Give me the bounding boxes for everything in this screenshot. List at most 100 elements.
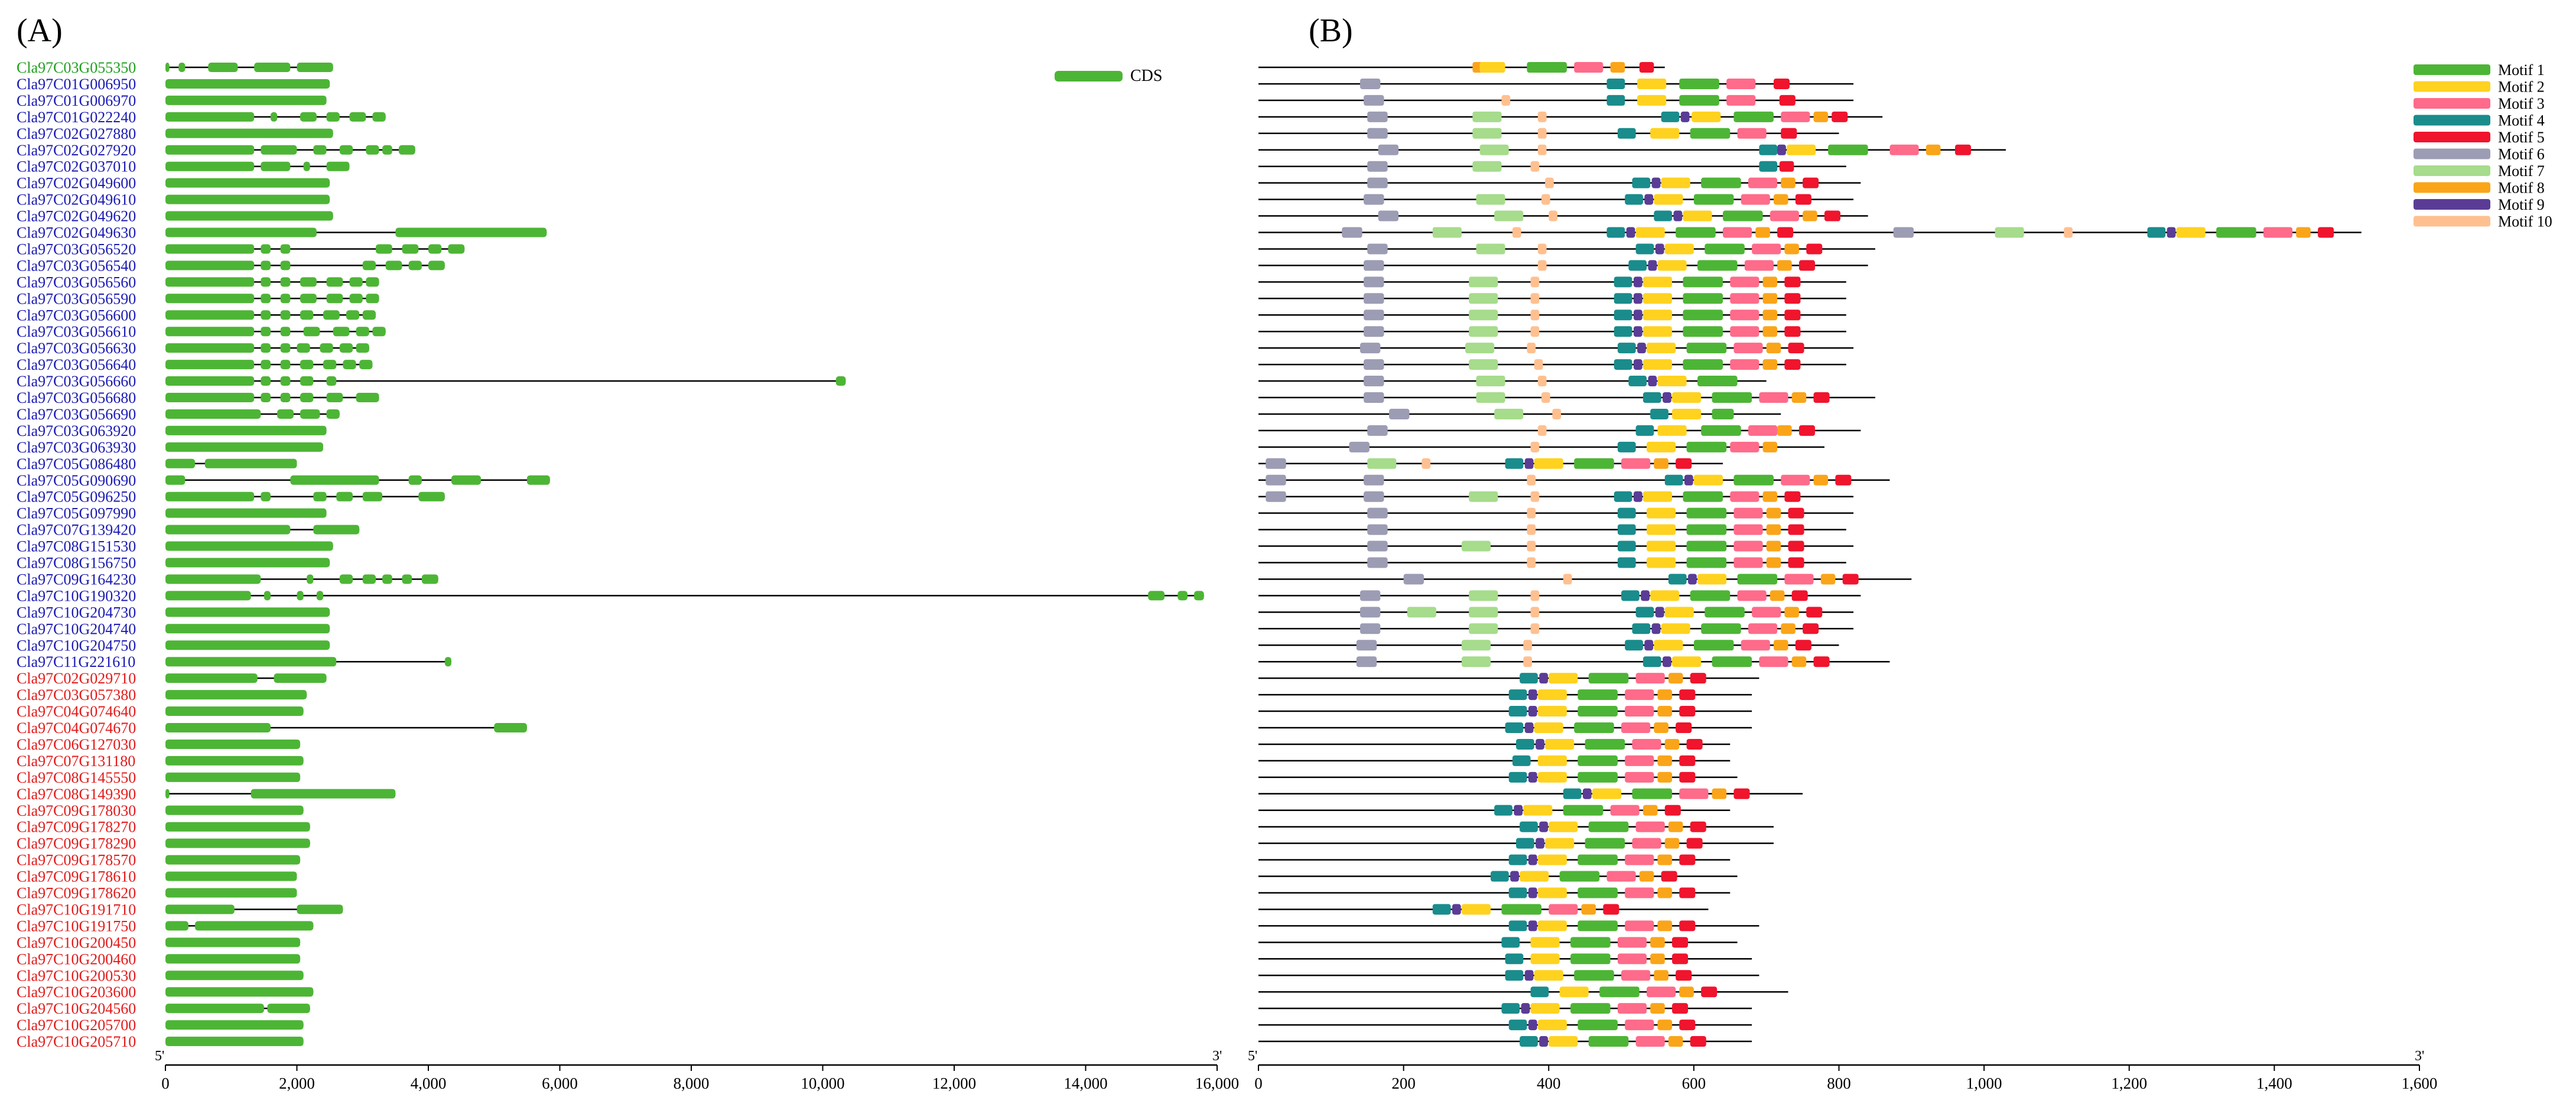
motif-2-block bbox=[1549, 1036, 1578, 1047]
motif-5-block bbox=[1690, 673, 1706, 684]
cds-segment bbox=[362, 310, 376, 320]
motif-5-block bbox=[1835, 474, 1852, 486]
cds-segment bbox=[339, 574, 353, 584]
gene-name: Cla97C10G200530 bbox=[17, 967, 136, 984]
motif-3-block bbox=[1741, 194, 1770, 205]
motif-4-block bbox=[1632, 177, 1651, 188]
motif-3-block bbox=[1635, 1036, 1665, 1047]
motif-3-block bbox=[1625, 887, 1654, 898]
gene-structure-panel: Cla97C03G055350Cla97C01G006950Cla97C01G0… bbox=[17, 59, 1239, 1092]
motif-9-block bbox=[1680, 111, 1690, 122]
motif-10-block bbox=[1537, 111, 1547, 122]
motif-10-block bbox=[1527, 524, 1536, 535]
gene-name: Cla97C07G131180 bbox=[17, 753, 135, 770]
motif-1-block bbox=[1585, 838, 1625, 849]
gene-name: Cla97C02G027880 bbox=[17, 125, 136, 142]
motif-3-block bbox=[1726, 95, 1756, 106]
cds-segment bbox=[165, 805, 304, 815]
motif-5-block bbox=[1791, 590, 1808, 601]
motif-4-block bbox=[1632, 623, 1651, 634]
cds-segment bbox=[326, 376, 337, 386]
gene-row: Cla97C10G204560 bbox=[17, 1000, 310, 1017]
gene-row: Cla97C08G145550 bbox=[17, 769, 301, 786]
motif-3-block bbox=[1781, 474, 1810, 486]
motif-10-block bbox=[1530, 590, 1540, 601]
gene-name: Cla97C04G074670 bbox=[17, 719, 136, 737]
cds-segment bbox=[261, 277, 271, 287]
motif-3-block bbox=[1781, 111, 1810, 122]
cds-segment bbox=[165, 525, 291, 535]
motif-10-block bbox=[1527, 474, 1536, 486]
motif-5-block bbox=[1813, 656, 1830, 667]
motif-8-block bbox=[1766, 524, 1781, 535]
cds-segment bbox=[1148, 591, 1165, 601]
motif-1-block bbox=[1599, 986, 1640, 998]
motif-4-block bbox=[1614, 359, 1632, 370]
motif-4-block bbox=[1642, 656, 1661, 667]
cds-segment bbox=[165, 855, 301, 865]
motif-x-tick-label: 400 bbox=[1537, 1074, 1561, 1092]
motif-2-block bbox=[1537, 920, 1567, 932]
cds-segment bbox=[165, 376, 255, 386]
motif-3-block bbox=[1744, 260, 1774, 271]
protein-row bbox=[1258, 161, 1846, 172]
motif-3-block bbox=[1748, 623, 1778, 634]
motif-5-block bbox=[1773, 78, 1790, 89]
motif-7-block bbox=[1407, 607, 1436, 618]
motif-2-block bbox=[1664, 243, 1694, 255]
motif-4-block bbox=[1606, 78, 1625, 89]
cds-segment bbox=[333, 327, 350, 337]
motif-2-block bbox=[1537, 689, 1567, 701]
motif-9-block bbox=[1633, 491, 1642, 502]
motif-5-block bbox=[1784, 293, 1801, 304]
motif-9-block bbox=[1663, 392, 1671, 403]
cds-segment bbox=[165, 624, 330, 634]
motif-legend-label: Motif 2 bbox=[2498, 79, 2545, 96]
protein-row bbox=[1258, 557, 1846, 568]
gene-name: Cla97C10G204750 bbox=[17, 637, 136, 654]
motif-6-block bbox=[1364, 293, 1384, 304]
motif-6-block bbox=[1364, 194, 1384, 205]
motif-4-block bbox=[1664, 474, 1683, 486]
cds-segment bbox=[421, 574, 438, 584]
gene-row: Cla97C03G055350 bbox=[17, 59, 333, 76]
motif-2-block bbox=[1693, 474, 1723, 486]
motif-7-block bbox=[1469, 607, 1498, 618]
motif-2-block bbox=[1523, 805, 1553, 816]
cds-segment bbox=[165, 327, 255, 337]
motif-1-block bbox=[1686, 441, 1727, 452]
protein-row bbox=[1258, 491, 1854, 502]
motif-4-block bbox=[1625, 640, 1643, 651]
motif-8-block bbox=[1650, 937, 1665, 948]
protein-row bbox=[1258, 177, 1861, 188]
gene-name: Cla97C03G056660 bbox=[17, 373, 136, 390]
motif-4-block bbox=[1530, 986, 1549, 998]
motif-8-block bbox=[1777, 260, 1792, 271]
motif-5-block bbox=[1788, 343, 1804, 354]
motif-9-block bbox=[1514, 805, 1523, 816]
motif-4-block bbox=[1505, 970, 1524, 981]
cds-segment bbox=[428, 244, 442, 254]
cds-segment bbox=[356, 327, 369, 337]
motif-2-block bbox=[1549, 821, 1578, 832]
motif-2-block bbox=[1647, 441, 1676, 452]
motif-6-block bbox=[1364, 326, 1384, 337]
motif-9-block bbox=[1524, 458, 1534, 469]
motif-1-block bbox=[1683, 491, 1723, 502]
motif-10-block bbox=[1530, 607, 1540, 618]
motif-legend-swatch bbox=[2414, 199, 2490, 210]
motif-x-tick-label: 1,400 bbox=[2256, 1074, 2292, 1092]
motif-6-block bbox=[1364, 276, 1384, 288]
cds-segment bbox=[261, 327, 271, 337]
motif-3-block bbox=[1730, 293, 1759, 304]
cds-segment bbox=[195, 921, 314, 931]
motif-8-block bbox=[1762, 293, 1778, 304]
motif-4-block bbox=[1614, 491, 1632, 502]
motif-3-block bbox=[1617, 937, 1647, 948]
motif-legend-label: Motif 9 bbox=[2498, 196, 2545, 213]
motif-3-block bbox=[1606, 871, 1636, 882]
motif-4-block bbox=[1617, 540, 1636, 552]
cds-segment bbox=[165, 706, 304, 717]
motif-5-block bbox=[1779, 161, 1794, 172]
cds-segment bbox=[165, 95, 327, 105]
